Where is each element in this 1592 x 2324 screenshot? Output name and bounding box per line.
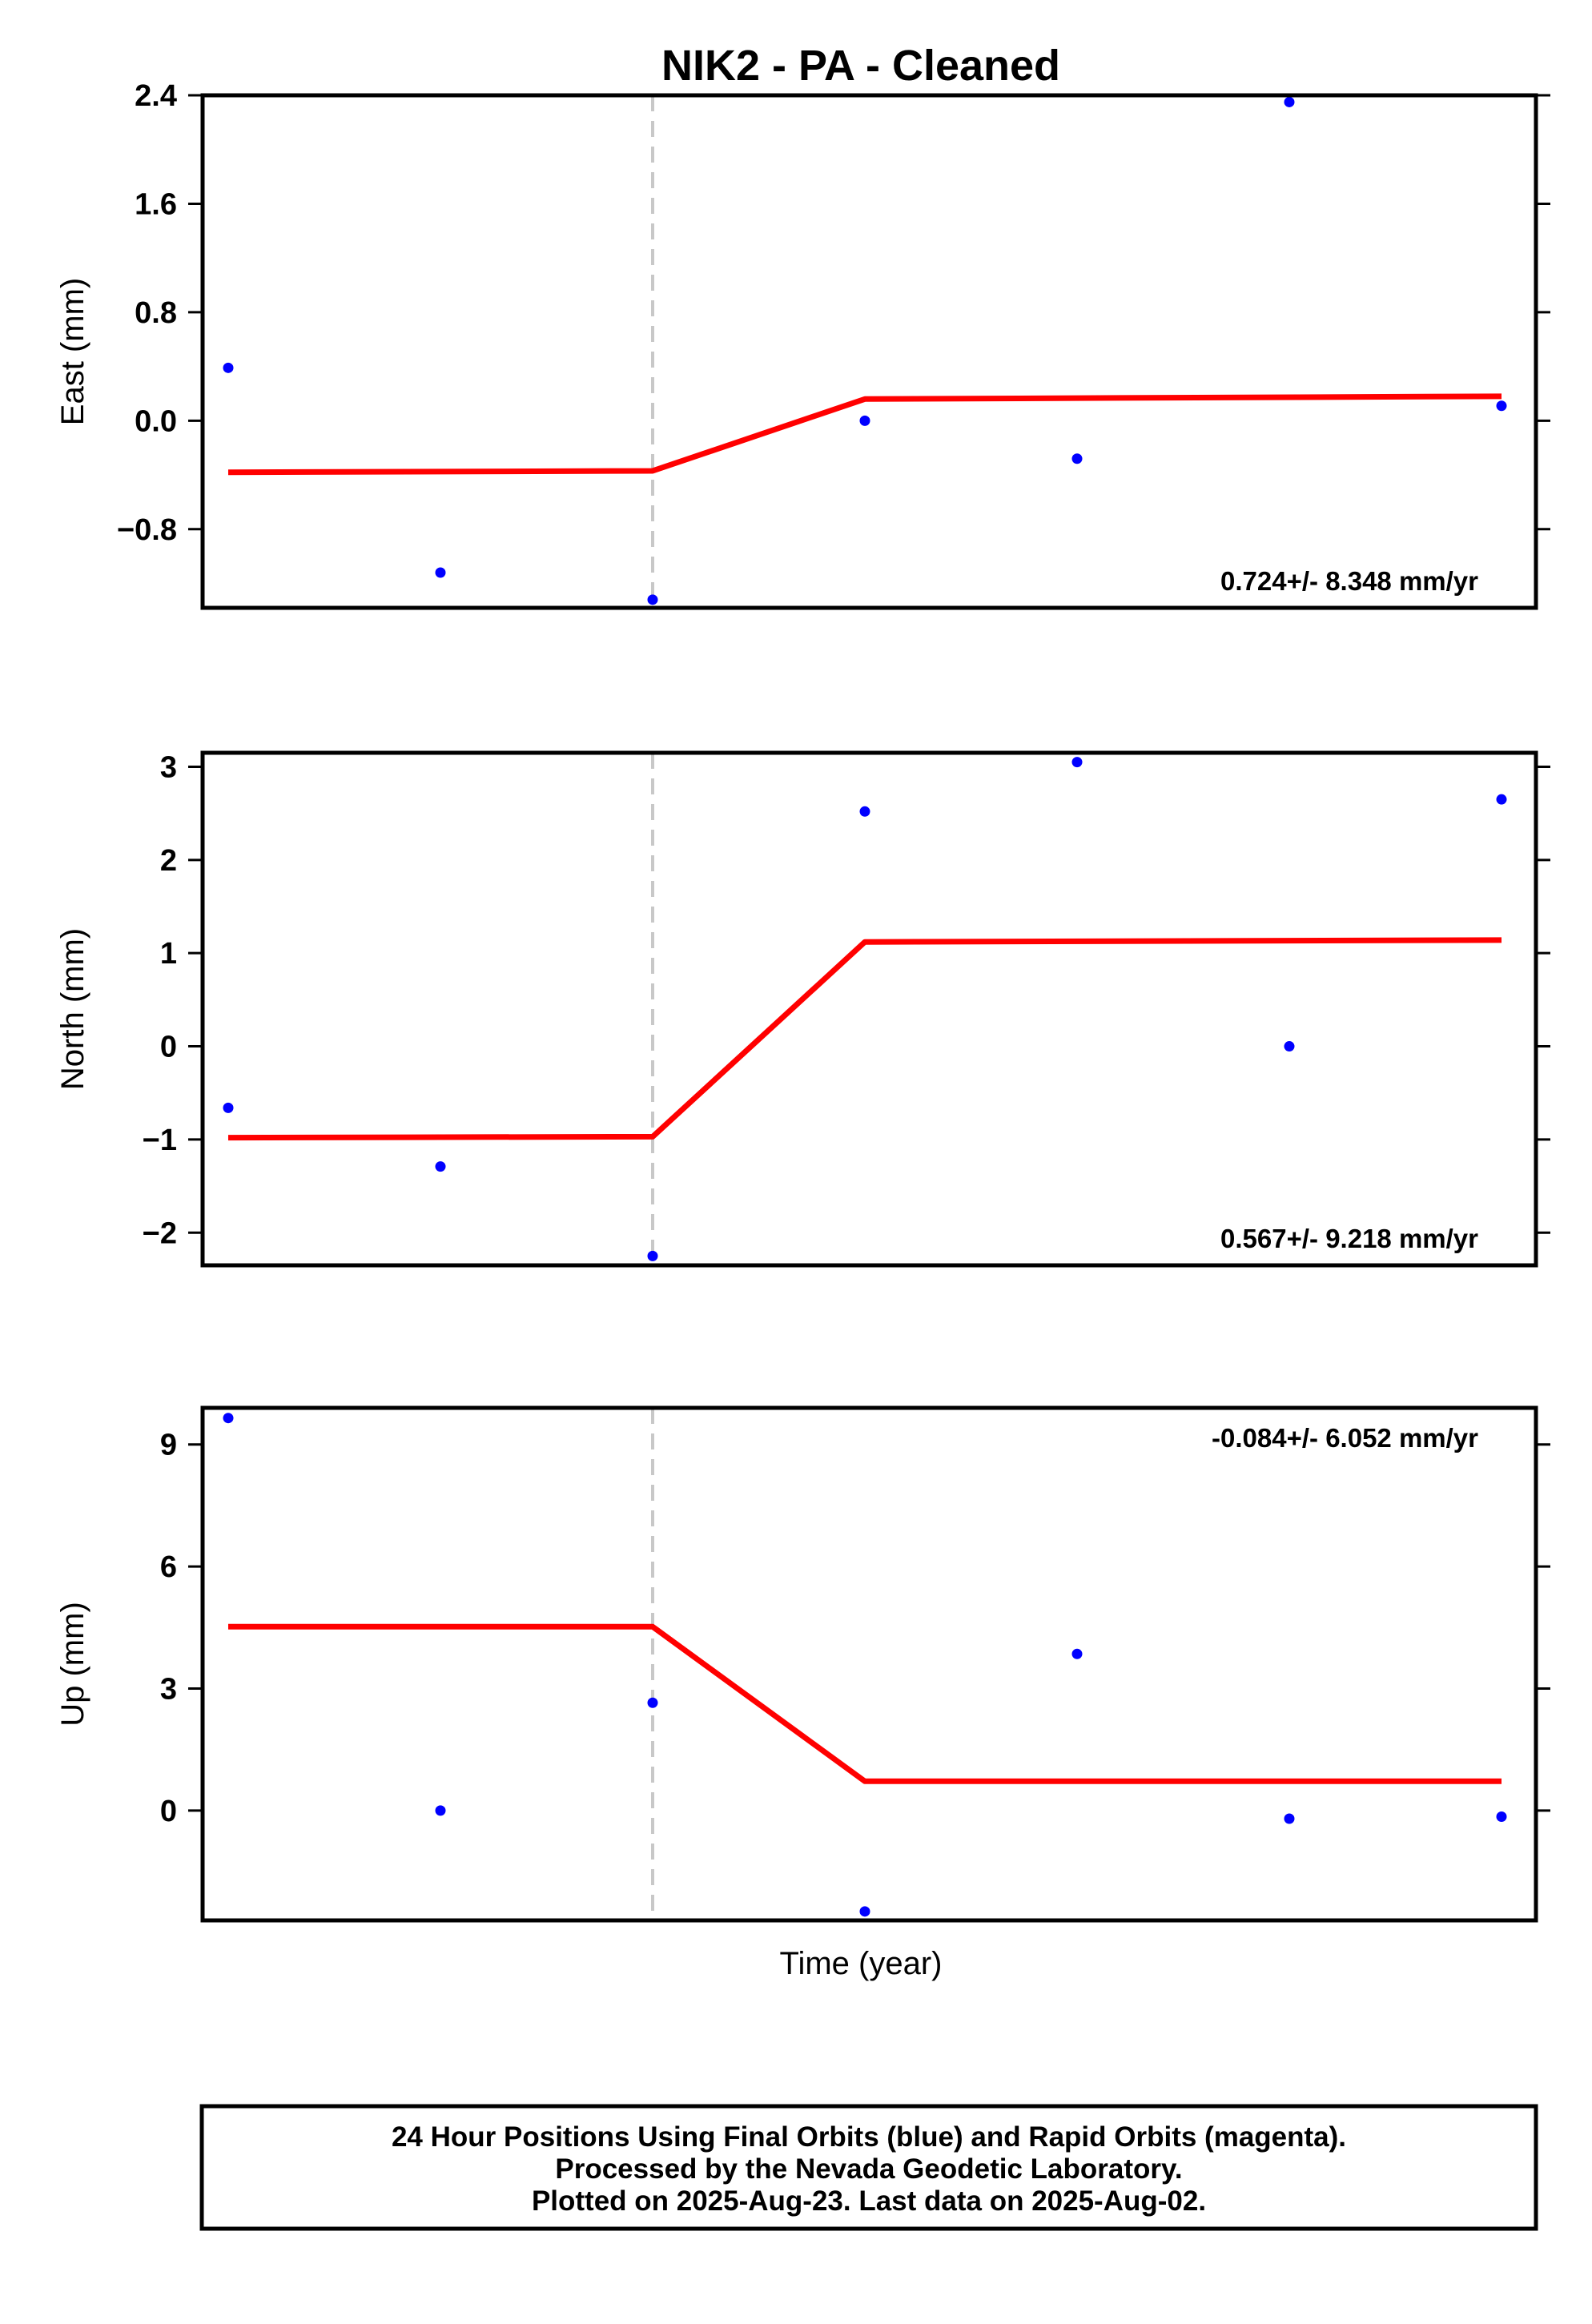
data-point [859, 806, 870, 817]
y-axis-title: East (mm) [55, 278, 90, 425]
plot-frame [200, 1405, 1538, 1923]
data-point [1071, 1648, 1083, 1659]
y-tick-label: 3 [160, 750, 177, 784]
data-point [647, 594, 658, 605]
panel-east: −0.8 0.0 0.8 1.6 2.4 East (mm) 0.724+/- 8.348 … [55, 79, 1550, 610]
data-point [1071, 757, 1083, 768]
model-fit-line [228, 1623, 1502, 1784]
data-point [1071, 453, 1083, 464]
data-point [859, 1906, 870, 1917]
y-tick-label: 2.4 [135, 79, 177, 113]
y-tick-label: 0 [160, 1031, 177, 1064]
data-point [647, 1250, 658, 1261]
y-axis-title: North (mm) [55, 928, 90, 1090]
data-point [1284, 1813, 1295, 1824]
y-tick-label: 0 [160, 1795, 177, 1828]
y-axis-title: Up (mm) [55, 1602, 90, 1727]
data-point [1284, 1041, 1295, 1052]
data-point [435, 1805, 446, 1816]
panels: −0.8 0.0 0.8 1.6 2.4 East (mm) 0.724+/- 8.348 … [55, 79, 1550, 1923]
y-tick-label: 1 [160, 937, 177, 971]
data-point [1284, 96, 1295, 107]
panel-north: −2 −1 0 1 2 3 North (mm) 0.567+/- 9.218 mm/yr [55, 750, 1550, 1268]
y-tick-label: 6 [160, 1550, 177, 1584]
y-tick-label: 3 [160, 1672, 177, 1706]
rate-label: -0.084+/- 6.052 mm/yr [1212, 1423, 1478, 1453]
y-tick-label: 2 [160, 844, 177, 878]
data-point [1496, 794, 1507, 805]
data-point [223, 1102, 234, 1113]
rate-label: 0.567+/- 9.218 mm/yr [1220, 1224, 1478, 1253]
plot-frame [200, 93, 1538, 610]
footer-line-1: 24 Hour Positions Using Final Orbits (bl… [392, 2121, 1346, 2153]
footer-line-2: Processed by the Nevada Geodetic Laborat… [555, 2153, 1182, 2185]
y-tick-label: −0.8 [117, 513, 177, 547]
y-tick-label: 0.0 [135, 404, 177, 438]
footer-frame [199, 2104, 1538, 2231]
y-tick-label: 0.8 [135, 296, 177, 330]
y-tick-label: 9 [160, 1429, 177, 1462]
y-tick-label: −1 [143, 1124, 177, 1157]
footer-box: 24 Hour Positions Using Final Orbits (bl… [199, 2104, 1538, 2231]
data-point [223, 362, 234, 373]
data-point [435, 1161, 446, 1172]
model-fit-line [227, 937, 1502, 1141]
y-tick-label: 1.6 [135, 187, 177, 221]
data-point [435, 567, 446, 578]
data-point [223, 1413, 234, 1424]
chart-title: NIK2 - PA - Cleaned [661, 42, 1060, 90]
plot-frame [200, 750, 1538, 1268]
data-point [859, 415, 870, 426]
rate-label: 0.724+/- 8.348 mm/yr [1220, 566, 1478, 596]
model-fit-line [227, 393, 1502, 476]
data-point [1496, 400, 1507, 412]
footer-line-3: Plotted on 2025-Aug-23. Last data on 202… [532, 2185, 1206, 2217]
panel-up: 0 3 6 9 Up (mm) -0.084+/- 6.052 mm/yr [55, 1405, 1550, 1923]
x-axis-title: Time (year) [780, 1946, 943, 1981]
data-point [647, 1697, 658, 1708]
y-tick-label: −2 [143, 1216, 177, 1250]
data-point [1496, 1811, 1507, 1822]
